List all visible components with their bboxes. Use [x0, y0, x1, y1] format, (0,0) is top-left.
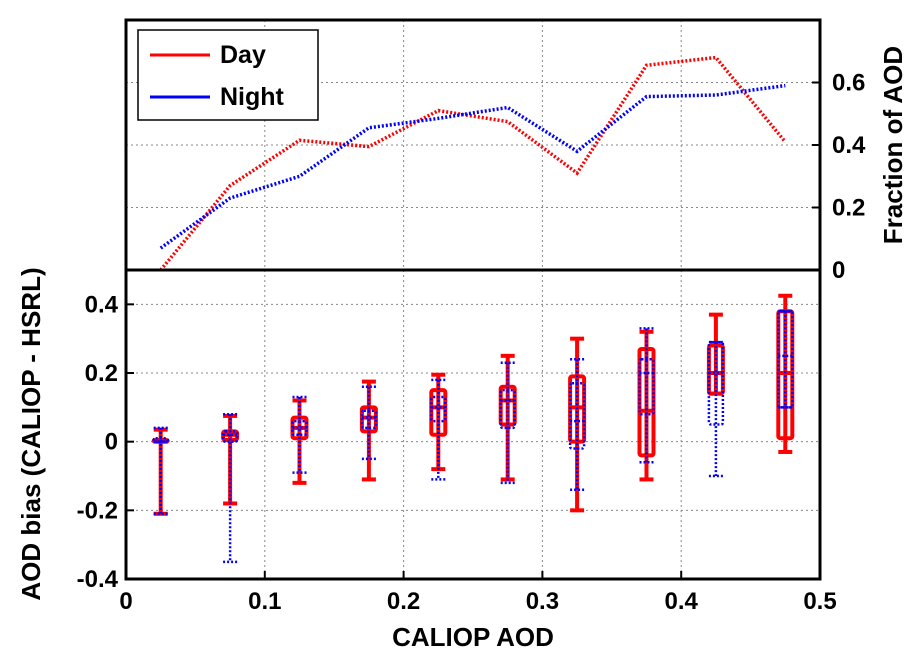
bottom-y-tick-label: -0.2 — [77, 497, 118, 524]
bottom-grid — [126, 270, 820, 579]
x-tick-label: 0.4 — [665, 588, 699, 615]
box-night — [707, 340, 725, 478]
x-tick-label: 0.2 — [387, 588, 420, 615]
x-tick-label: 0.3 — [526, 588, 559, 615]
bottom-y-tick-label: -0.4 — [77, 566, 119, 593]
series-line-night — [159, 83, 786, 250]
top-right-y-ticks: 0 0.2 0.4 0.6 — [812, 70, 866, 284]
box-iqr — [499, 388, 516, 430]
box-iqr — [430, 395, 447, 423]
bottom-x-ticks: 0 0.1 0.2 0.3 0.4 0.5 — [119, 571, 837, 615]
box-iqr — [706, 343, 725, 396]
box-night — [291, 395, 308, 474]
bottom-axes-frame — [124, 268, 822, 581]
top-y-tick-label: 0 — [832, 257, 845, 284]
top-y-tick-label: 0.6 — [832, 70, 865, 97]
x-tick-label: 0.5 — [803, 588, 836, 615]
bottom-panel-aod-bias: -0.4 -0.2 0 0.2 0.4 0 0.1 0.2 0.3 0.4 0.5 AOD bia… — [16, 267, 837, 652]
box-night — [568, 358, 586, 491]
box-iqr — [152, 436, 169, 443]
bottom-y-tick-label: 0 — [105, 429, 118, 456]
box-night — [638, 327, 655, 464]
x-tick-label: 0 — [119, 588, 132, 615]
box-night — [777, 309, 794, 409]
top-y-axis-label: Fraction of AOD — [878, 46, 908, 244]
top-series-lines — [159, 55, 787, 272]
legend-box — [137, 29, 319, 121]
bottom-plot-area — [126, 270, 820, 579]
box-iqr — [429, 388, 448, 437]
legend: Day Night — [137, 29, 319, 121]
top-y-tick-label: 0.4 — [832, 132, 866, 159]
box-iqr — [777, 309, 794, 409]
box-night — [430, 378, 447, 481]
box-night — [152, 426, 169, 516]
bottom-y-axis-label: AOD bias (CALIOP - HSRL) — [16, 267, 46, 600]
box-night — [499, 361, 516, 485]
bottom-box-plots — [151, 293, 795, 564]
box-iqr — [707, 340, 725, 426]
box-iqr — [568, 382, 586, 450]
bottom-y-ticks: -0.4 -0.2 0 0.2 0.4 — [77, 291, 134, 593]
box-night — [221, 412, 239, 564]
legend-label-day: Day — [220, 41, 266, 69]
box-iqr — [221, 430, 239, 443]
bottom-y-tick-label: 0.4 — [85, 291, 119, 318]
top-y-tick-label: 0.2 — [832, 195, 865, 222]
bottom-y-tick-label: 0.2 — [85, 360, 118, 387]
legend-label-night: Night — [220, 83, 285, 111]
box-night — [360, 385, 378, 461]
x-axis-label: CALIOP AOD — [392, 622, 554, 652]
box-iqr — [638, 358, 655, 416]
top-panel-fraction-of-aod: 0 0.2 0.4 0.6 Fraction of AOD Day Night — [124, 18, 908, 284]
x-tick-label: 0.1 — [248, 588, 281, 615]
box-iqr — [360, 409, 378, 430]
